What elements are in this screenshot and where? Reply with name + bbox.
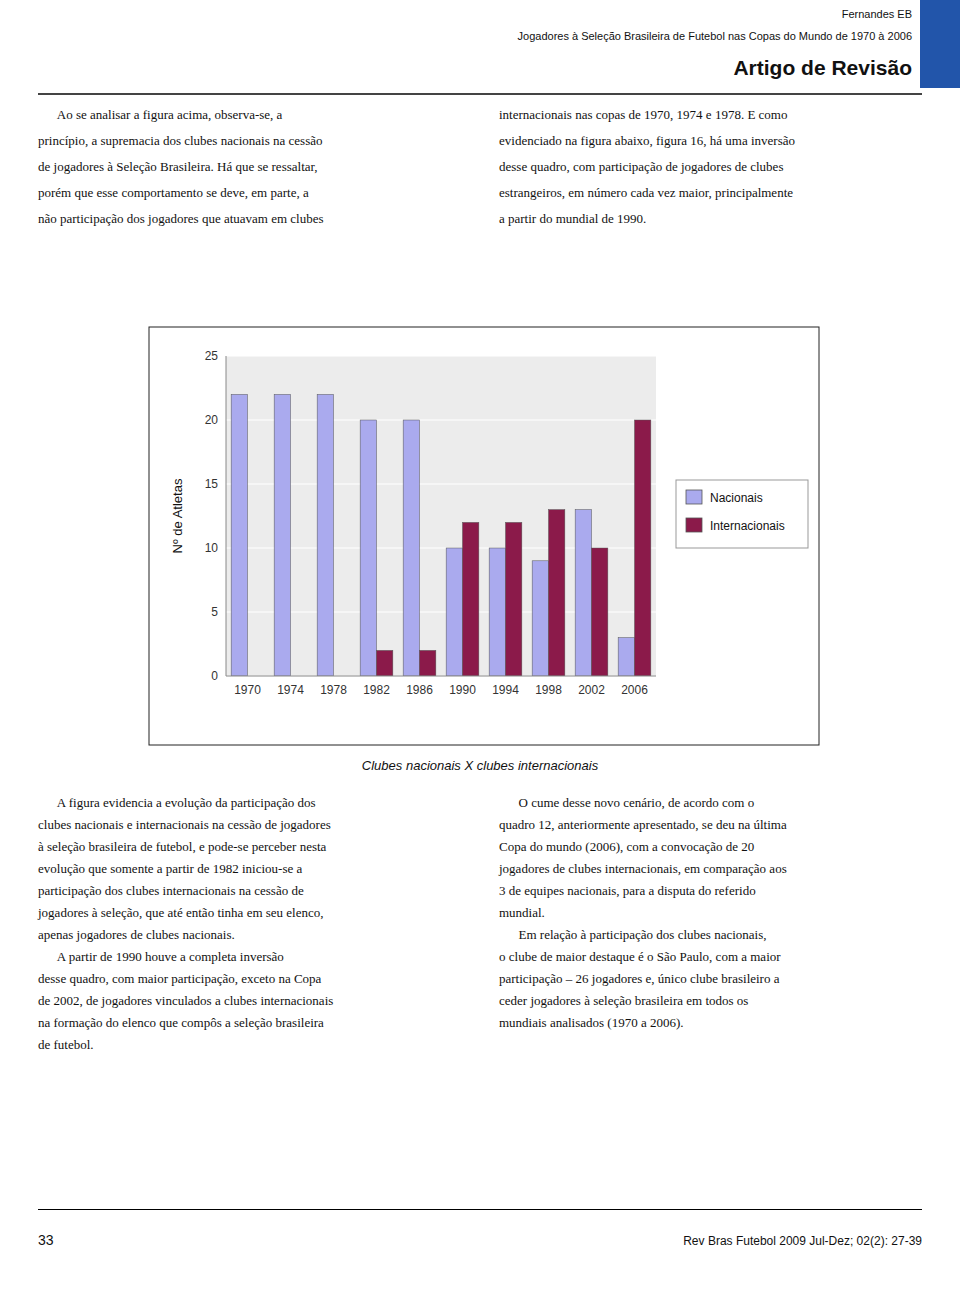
text-line: 3 de equipes nacionais, para a disputa d… [499,880,929,902]
y-axis-label: Nº de Atletas [170,478,185,553]
text-line: desse quadro, com participação de jogado… [499,154,929,180]
x-tick-label: 2006 [621,683,648,697]
bar [360,420,376,676]
caption: Clubes nacionais X clubes internacionais [0,758,960,773]
page-number: 33 [38,1232,54,1248]
text-line: evolução que somente a partir de 1982 in… [38,858,468,880]
x-tick-label: 1994 [492,683,519,697]
text-column: Ao se analisar a figura acima, observa-s… [38,102,468,232]
text-line: mundiais analisados (1970 a 2006). [499,1012,929,1034]
bar [446,548,462,676]
text-line: mundial. [499,902,929,924]
text-line: estrangeiros, em número cada vez maior, … [499,180,929,206]
legend-swatch [686,490,702,504]
legend-label: Internacionais [710,519,785,533]
x-axis-line [226,676,656,677]
bar [463,522,479,676]
bar [274,394,290,676]
header-title: Artigo de Revisão [733,56,912,80]
x-tick-label: 1986 [406,683,433,697]
bar [489,548,505,676]
bar [377,650,393,676]
text-line: A figura evidencia a evolução da partici… [38,792,468,814]
bar [420,650,436,676]
y-tick-label: 20 [205,413,219,427]
text-line: na formação do elenco que compôs a seleç… [38,1012,468,1034]
x-tick-label: 2002 [578,683,605,697]
y-tick-label: 5 [211,605,218,619]
text-column: O cume desse novo cenário, de acordo com… [499,792,929,1034]
text-line: ceder jogadores à seleção brasileira em … [499,990,929,1012]
legend-label: Nacionais [710,491,763,505]
grid-line [226,675,656,676]
text-line: internacionais nas copas de 1970, 1974 e… [499,102,929,128]
text-line: à seleção brasileira de futebol, e pode-… [38,836,468,858]
x-tick-label: 1978 [320,683,347,697]
legend-frame [676,480,808,548]
text-line: clubes nacionais e internacionais na ces… [38,814,468,836]
legend: Nacionais Internacionais [676,480,808,548]
bar [618,638,634,676]
footer-text: Rev Bras Futebol 2009 Jul-Dez; 02(2): 27… [683,1234,922,1248]
text-line: quadro 12, anteriormente apresentado, se… [499,814,929,836]
x-tick-label: 1970 [234,683,261,697]
bar [592,548,608,676]
text-line: jogadores de clubes internacionais, em c… [499,858,929,880]
bar [575,510,591,676]
chart: 0 5 10 15 20 25 1970 1974 1978 1982 1986 1990 1994 19… [148,326,820,746]
chart-box [149,327,819,745]
bar [532,561,548,676]
text-line: participação – 26 jogadores e, único clu… [499,968,929,990]
text-line: porém que esse comportamento se deve, em… [38,180,468,206]
bar [506,522,522,676]
text-line: de 2002, de jogadores vinculados a clube… [38,990,468,1012]
bar [549,510,565,676]
x-tick-label: 1974 [277,683,304,697]
text-line: o clube de maior destaque é o São Paulo,… [499,946,929,968]
y-tick-label: 10 [205,541,219,555]
text-line: desse quadro, com maior participação, ex… [38,968,468,990]
y-tick-label: 15 [205,477,219,491]
y-axis-line [226,356,227,676]
x-tick-label: 1990 [449,683,476,697]
bars [231,394,651,676]
bar [231,394,247,676]
text-line: Copa do mundo (2006), com a convocação d… [499,836,929,858]
text-line: jogadores à seleção, que até então tinha… [38,902,468,924]
header-line: Jogadores à Seleção Brasileira de Futebo… [518,30,912,42]
text-column: A figura evidencia a evolução da partici… [38,792,468,1056]
y-tick-label: 0 [211,669,218,683]
footer-rule [38,1209,922,1210]
text-line: Em relação à participação dos clubes nac… [499,924,929,946]
header-rule [38,93,922,95]
header-line: Fernandes EB [842,8,912,20]
y-tick-label: 25 [205,349,219,363]
text-line: princípio, a supremacia dos clubes nacio… [38,128,468,154]
grid-line [226,355,656,356]
bar [635,420,651,676]
text-line: O cume desse novo cenário, de acordo com… [499,792,929,814]
bar [403,420,419,676]
header-sidebar [920,0,960,88]
text-column: internacionais nas copas de 1970, 1974 e… [499,102,929,232]
bar [317,394,333,676]
text-line: A partir de 1990 houve a completa invers… [38,946,468,968]
text-line: participação dos clubes internacionais n… [38,880,468,902]
plot-area [226,356,656,676]
text-line: de jogadores à Seleção Brasileira. Há qu… [38,154,468,180]
text-line: Ao se analisar a figura acima, observa-s… [38,102,468,128]
x-tick-label: 1998 [535,683,562,697]
text-line: a partir do mundial de 1990. [499,206,929,232]
x-tick-label: 1982 [363,683,390,697]
text-line: apenas jogadores de clubes nacionais. [38,924,468,946]
text-line: não participação dos jogadores que atuav… [38,206,468,232]
legend-swatch [686,518,702,532]
text-line: de futebol. [38,1034,468,1056]
text-line: evidenciado na figura abaixo, figura 16,… [499,128,929,154]
